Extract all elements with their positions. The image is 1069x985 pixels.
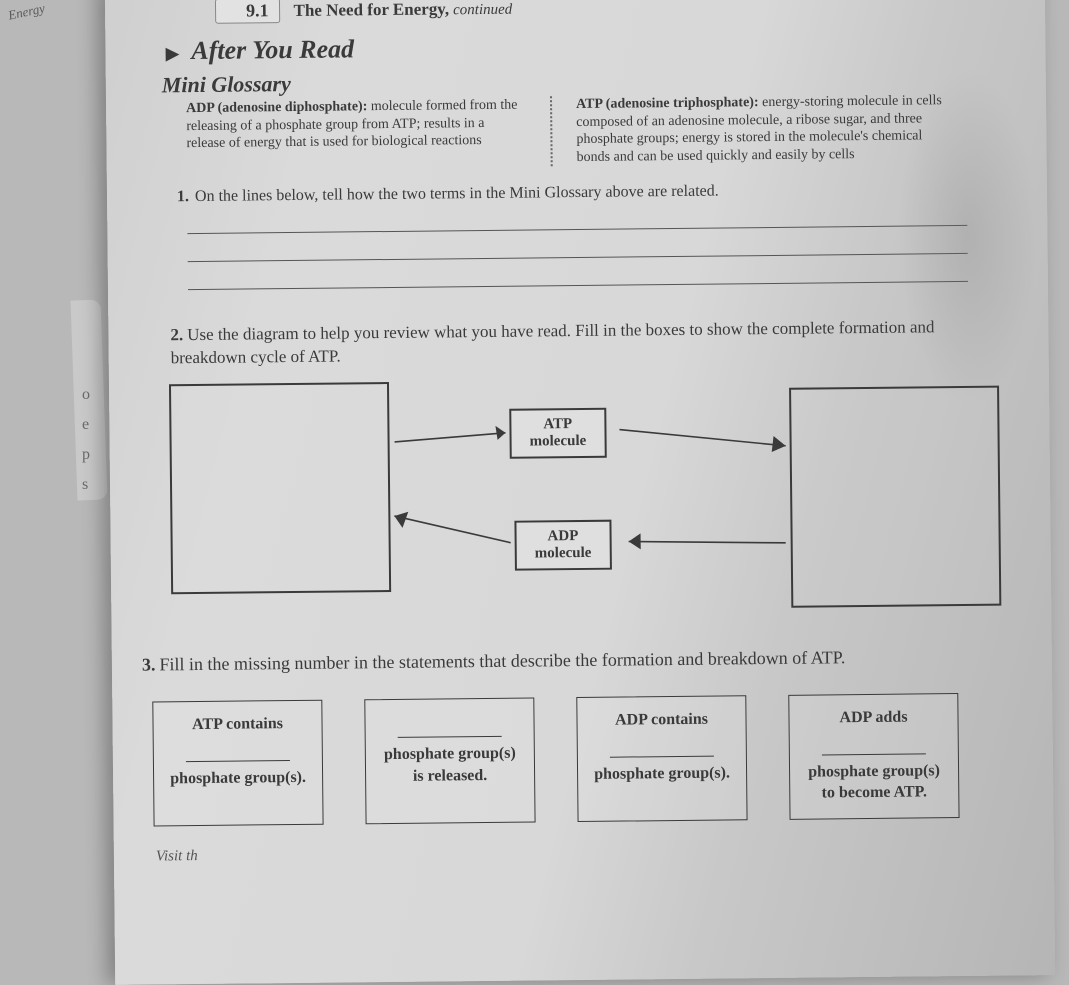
- atp-box: ATP molecule: [509, 408, 606, 459]
- card-blank-line[interactable]: [186, 743, 290, 762]
- section-title: The Need for Energy,: [293, 0, 449, 20]
- adp-box: ADP molecule: [514, 520, 611, 571]
- triangle-icon: ▶: [165, 43, 179, 64]
- statement-card-1: ATP contains phosphate group(s).: [152, 700, 323, 827]
- card-bottom-text: phosphate group(s) is released.: [380, 743, 520, 788]
- section-number: 9.1: [215, 0, 280, 24]
- adp-line2: molecule: [535, 545, 592, 563]
- glossary-divider: [550, 96, 553, 166]
- q3-number: 3.: [142, 654, 156, 674]
- q1-number: 1.: [177, 188, 189, 205]
- atp-line2: molecule: [530, 433, 587, 451]
- glossary-columns: ADP (adenosine diphosphate): molecule fo…: [186, 92, 987, 170]
- statement-card-2: phosphate group(s) is released.: [364, 698, 535, 825]
- fill-box-right[interactable]: [789, 385, 1001, 607]
- worksheet-page: 9.1 The Need for Energy, continued ▶ Aft…: [105, 0, 1055, 985]
- card-top-text: ATP contains: [167, 713, 307, 736]
- q3-text: Fill in the missing number in the statem…: [159, 647, 845, 674]
- adp-term: ADP (adenosine diphosphate):: [186, 99, 367, 116]
- card-blank-line[interactable]: [822, 736, 926, 755]
- card-top-text: ADP adds: [803, 706, 943, 729]
- question-3: 3.Fill in the missing number in the stat…: [142, 644, 992, 678]
- statement-card-4: ADP adds phosphate group(s) to become ATP…: [788, 693, 959, 820]
- q2-text: Use the diagram to help you review what …: [171, 317, 935, 367]
- q2-number: 2.: [170, 325, 183, 344]
- card-bottom-text: phosphate group(s).: [168, 767, 308, 790]
- atp-line1: ATP: [529, 416, 586, 434]
- card-blank-line[interactable]: [610, 738, 714, 757]
- section-header: 9.1 The Need for Energy, continued: [215, 0, 985, 24]
- spine-label: Energy: [7, 0, 47, 23]
- section-continued: continued: [453, 2, 512, 19]
- card-bottom-text: phosphate group(s).: [592, 762, 732, 785]
- after-you-read-text: After You Read: [191, 34, 354, 65]
- fill-box-left[interactable]: [169, 382, 391, 594]
- glossary-atp: ATP (adenosine triphosphate): energy-sto…: [576, 92, 957, 166]
- atp-term: ATP (adenosine triphosphate):: [576, 95, 759, 112]
- glossary-adp: ADP (adenosine diphosphate): molecule fo…: [186, 97, 527, 171]
- after-you-read-heading: ▶ After You Read: [165, 28, 985, 67]
- statement-card-3: ADP contains phosphate group(s).: [576, 695, 747, 822]
- page-tab-letters: oeps: [82, 380, 90, 500]
- card-bottom-text: phosphate group(s) to become ATP.: [804, 760, 944, 805]
- adp-line1: ADP: [535, 528, 592, 546]
- statement-cards: ATP contains phosphate group(s). phosphate…: [152, 693, 993, 827]
- footer-text: Visit th: [156, 840, 994, 866]
- atp-cycle-diagram: ATP molecule ADP molecule: [169, 375, 1001, 624]
- card-top-text: ADP contains: [591, 708, 731, 731]
- question-2: 2.Use the diagram to help you review wha…: [170, 316, 970, 370]
- card-blank-line[interactable]: [398, 719, 502, 738]
